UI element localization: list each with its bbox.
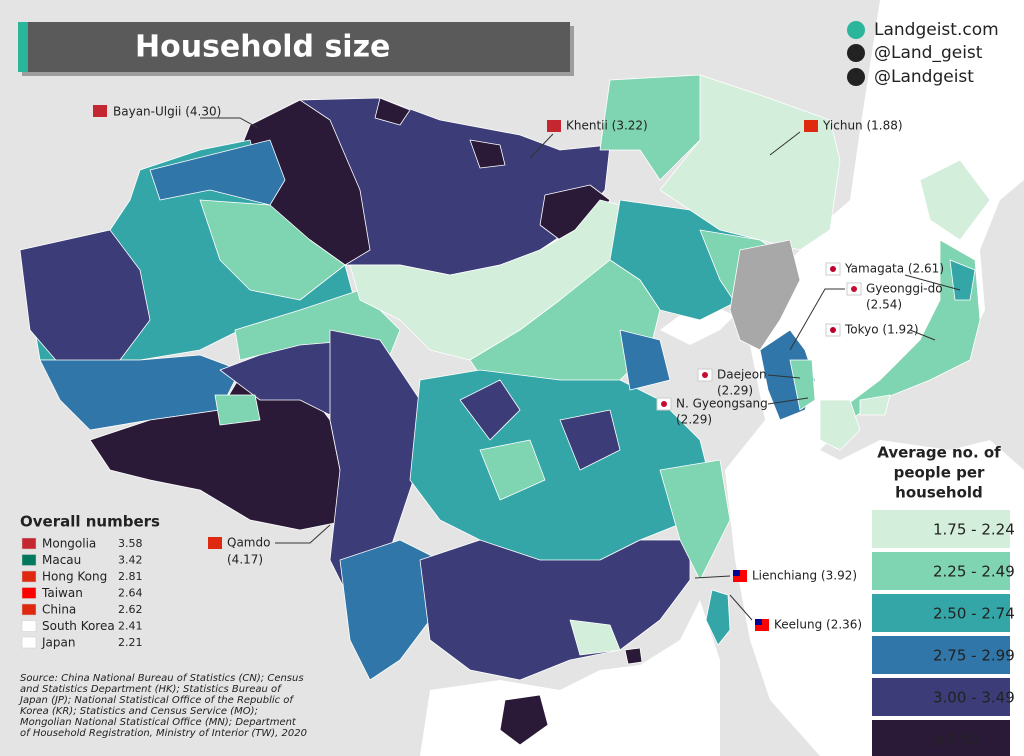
sea <box>420 600 720 756</box>
callout: Bayan-Ulgii (4.30) <box>113 105 221 119</box>
legend-label: 2.50 - 2.74 <box>933 605 1015 623</box>
region <box>214 394 261 426</box>
callout: (4.17) <box>227 553 263 567</box>
country-value: 3.58 <box>118 537 143 550</box>
region <box>419 539 691 681</box>
legend-label: 2.75 - 2.99 <box>933 647 1015 665</box>
callout: Gyeonggi-do <box>866 282 943 296</box>
legend-label: ≥3.50 <box>933 731 979 749</box>
flag <box>21 587 37 599</box>
source-line: Mongolian National Statistical Office (M… <box>20 717 297 728</box>
region <box>19 229 151 366</box>
title: Household size <box>135 30 390 65</box>
legend-swatch <box>872 510 1010 548</box>
region <box>659 459 731 581</box>
source-line: Source: China National Bureau of Statist… <box>20 673 304 684</box>
legend-title: Average no. of <box>877 444 1001 462</box>
legend-swatch <box>872 720 1010 756</box>
choropleth <box>19 74 991 746</box>
country-value: 2.64 <box>118 587 143 600</box>
legend-swatch <box>872 552 1010 590</box>
region <box>819 399 861 451</box>
title-bar <box>18 22 570 72</box>
region <box>859 394 891 416</box>
region <box>199 199 346 301</box>
country-name: Japan <box>41 636 75 650</box>
region <box>499 694 549 746</box>
callout: Qamdo <box>227 536 270 550</box>
social-site: Landgeist.com <box>874 20 999 40</box>
region <box>559 409 621 471</box>
country-value: 2.81 <box>118 570 143 583</box>
legend-title: people per <box>894 464 985 482</box>
callout: (2.29) <box>676 413 712 427</box>
callouts: Bayan-Ulgii (4.30) Khentii (3.22) Yichun… <box>93 105 961 632</box>
source: Source: China National Bureau of Statist… <box>18 673 307 739</box>
flag <box>21 570 37 583</box>
country-value: 2.62 <box>118 603 143 616</box>
legend-label: 3.00 - 3.49 <box>933 689 1015 707</box>
callout: Yamagata (2.61) <box>844 262 944 276</box>
legend-swatch <box>872 594 1010 632</box>
overall-table: Mongolia 3.58 Macau 3.42 Hong Kong 2.81 Taiwan… <box>21 537 143 650</box>
region <box>459 379 521 441</box>
legend-title: household <box>895 484 983 502</box>
country-name: Taiwan <box>41 586 83 600</box>
region <box>374 97 411 126</box>
legend: 1.75 - 2.24 2.25 - 2.49 2.50 - 2.74 2.75 - … <box>872 510 1015 756</box>
flag <box>21 603 37 616</box>
legend-swatch <box>872 678 1010 716</box>
region <box>339 539 441 681</box>
title-accent <box>18 22 28 72</box>
country-name: Mongolia <box>42 537 96 551</box>
flag <box>21 537 37 550</box>
region <box>624 647 643 665</box>
callout: Daejeon <box>717 368 767 382</box>
country-name: China <box>42 603 76 617</box>
callout: (2.29) <box>717 384 753 398</box>
callout: Keelung (2.36) <box>774 618 862 632</box>
region <box>949 259 976 301</box>
country-value: 2.21 <box>118 636 143 649</box>
source-line: Japan (JP); National Statistical Office … <box>18 695 294 706</box>
legend-label: 2.25 - 2.49 <box>933 563 1015 581</box>
callout: Yichun (1.88) <box>822 119 903 133</box>
flag <box>21 636 37 649</box>
flag <box>21 554 37 566</box>
legend-label: 1.75 - 2.24 <box>933 521 1015 539</box>
flag <box>21 620 37 632</box>
social: Landgeist.com @Land_geist @Landgeist <box>847 20 999 87</box>
source-line: and Statistics Department (HK); Statisti… <box>20 684 282 695</box>
region <box>569 619 621 656</box>
region <box>619 329 671 391</box>
region <box>919 159 991 241</box>
region <box>789 359 816 411</box>
region <box>149 139 286 206</box>
region <box>469 139 506 169</box>
country-value: 2.41 <box>118 620 143 633</box>
source-line: Korea (KR); Statistics and Census Servic… <box>20 706 258 717</box>
callout: Tokyo (1.92) <box>844 323 919 337</box>
country-name: South Korea <box>42 619 115 633</box>
overall-title: Overall numbers <box>20 513 160 531</box>
callout: N. Gyeongsang <box>676 397 768 411</box>
legend-swatch <box>872 636 1010 674</box>
region <box>729 239 801 351</box>
country-name: Macau <box>42 553 81 567</box>
source-line: of Household Registration, Ministry of I… <box>20 728 307 739</box>
callout: Lienchiang (3.92) <box>752 569 857 583</box>
region <box>705 589 731 646</box>
social-instagram: @Land_geist <box>874 43 983 63</box>
callout: Khentii (3.22) <box>566 119 648 133</box>
social-twitter: @Landgeist <box>874 67 974 87</box>
callout: (2.54) <box>866 298 902 312</box>
country-value: 3.42 <box>118 554 143 567</box>
region <box>479 439 546 501</box>
country-name: Hong Kong <box>42 570 107 584</box>
